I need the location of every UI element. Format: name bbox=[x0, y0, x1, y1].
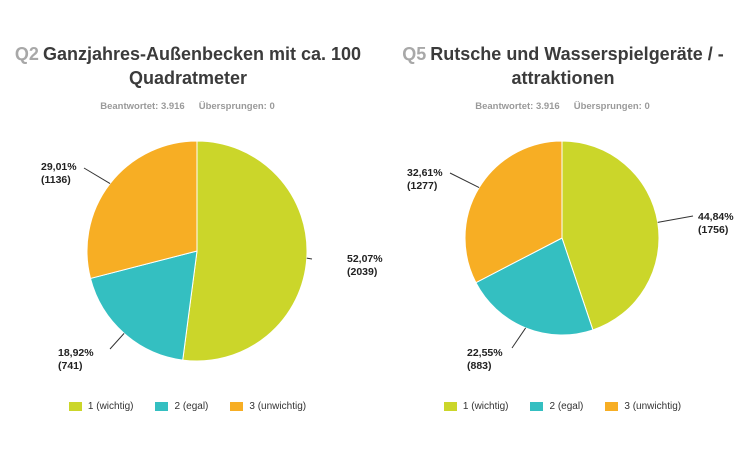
slice-count-label: (883) bbox=[467, 360, 492, 372]
legend-item-wichtig[interactable]: 1 (wichtig) bbox=[443, 401, 509, 412]
slice-percent-label: 32,61% bbox=[407, 167, 443, 179]
slice-percent-label: 22,55% bbox=[467, 347, 503, 359]
pie-slice-1[interactable] bbox=[182, 140, 308, 362]
slice-count-label: (1136) bbox=[41, 174, 71, 186]
slice-percent-label: 18,92% bbox=[58, 347, 94, 359]
leader-line bbox=[511, 327, 527, 349]
pie-slice-3[interactable] bbox=[86, 140, 198, 280]
leader-line bbox=[109, 333, 125, 350]
legend-item-egal[interactable]: 2 (egal) bbox=[530, 401, 583, 412]
skipped-count: Übersprungen: 0 bbox=[198, 101, 275, 112]
legend-swatch bbox=[443, 402, 457, 411]
legend-swatch bbox=[230, 402, 244, 411]
slice-percent-label: 44,84% bbox=[698, 211, 734, 223]
legend-swatch bbox=[605, 402, 619, 411]
response-stats: Beantwortet: 3.916 Übersprungen: 0 bbox=[0, 101, 375, 112]
pie-chart: 44,84%(1756) 22,55%(883) 32,61%(1277) bbox=[407, 140, 734, 372]
slice-percent-label: 29,01% bbox=[41, 161, 77, 173]
chart-title: Q5 Rutsche und Wasserspielgeräte / - attr… bbox=[383, 42, 743, 90]
legend-label: 3 (unwichtig) bbox=[624, 401, 682, 412]
chart-legend: 1 (wichtig) 2 (egal) 3 (unwichtig) bbox=[375, 401, 750, 412]
chart-title: Q2 Ganzjahres-Außenbecken mit ca. 100 Qua… bbox=[8, 42, 368, 90]
legend-label: 3 (unwichtig) bbox=[249, 401, 307, 412]
answered-count: Beantwortet: 3.916 bbox=[475, 101, 560, 112]
legend-label: 2 (egal) bbox=[549, 401, 584, 412]
leader-line bbox=[83, 167, 111, 185]
leader-line bbox=[306, 257, 313, 260]
legend-item-unwichtig[interactable]: 3 (unwichtig) bbox=[605, 401, 681, 412]
chart-legend: 1 (wichtig) 2 (egal) 3 (unwichtig) bbox=[0, 401, 375, 412]
leader-line bbox=[657, 215, 694, 223]
pie-slice-2[interactable] bbox=[89, 250, 198, 361]
slice-count-label: (1277) bbox=[407, 180, 437, 192]
response-stats: Beantwortet: 3.916 Übersprungen: 0 bbox=[375, 101, 750, 112]
legend-label: 1 (wichtig) bbox=[462, 401, 509, 412]
title-line-1: Ganzjahres-Außenbecken mit ca. 100 bbox=[42, 44, 362, 64]
legend-item-wichtig[interactable]: 1 (wichtig) bbox=[68, 401, 134, 412]
legend-swatch bbox=[68, 402, 82, 411]
question-number: Q5 bbox=[402, 44, 427, 64]
chart-panel-q5: Q5 Rutsche und Wasserspielgeräte / - attr… bbox=[375, 0, 750, 468]
title-line-1: Rutsche und Wasserspielgeräte / - bbox=[430, 44, 724, 64]
title-line-2: Quadratmeter bbox=[128, 68, 248, 88]
answered-count: Beantwortet: 3.916 bbox=[100, 101, 185, 112]
slice-count-label: (741) bbox=[58, 360, 83, 372]
legend-swatch bbox=[155, 402, 169, 411]
pie-slice-3[interactable] bbox=[464, 140, 563, 284]
slice-percent-label: 52,07% bbox=[347, 253, 383, 265]
slice-count-label: (2039) bbox=[347, 266, 377, 278]
pie-chart: 52,07%(2039) 18,92%(741) 29,01%(1136) bbox=[41, 140, 383, 372]
pie-slice-1[interactable] bbox=[561, 140, 660, 331]
legend-item-unwichtig[interactable]: 3 (unwichtig) bbox=[230, 401, 306, 412]
question-number: Q2 bbox=[14, 44, 39, 64]
skipped-count: Übersprungen: 0 bbox=[573, 101, 650, 112]
leader-line bbox=[449, 172, 480, 189]
legend-swatch bbox=[530, 402, 544, 411]
slice-count-label: (1756) bbox=[698, 224, 728, 236]
legend-label: 2 (egal) bbox=[174, 401, 209, 412]
chart-panel-q2: Q2 Ganzjahres-Außenbecken mit ca. 100 Qua… bbox=[0, 42, 383, 412]
legend-label: 1 (wichtig) bbox=[87, 401, 134, 412]
title-line-2: attraktionen bbox=[511, 68, 615, 88]
legend-item-egal[interactable]: 2 (egal) bbox=[155, 401, 208, 412]
pie-slice-2[interactable] bbox=[475, 237, 594, 336]
